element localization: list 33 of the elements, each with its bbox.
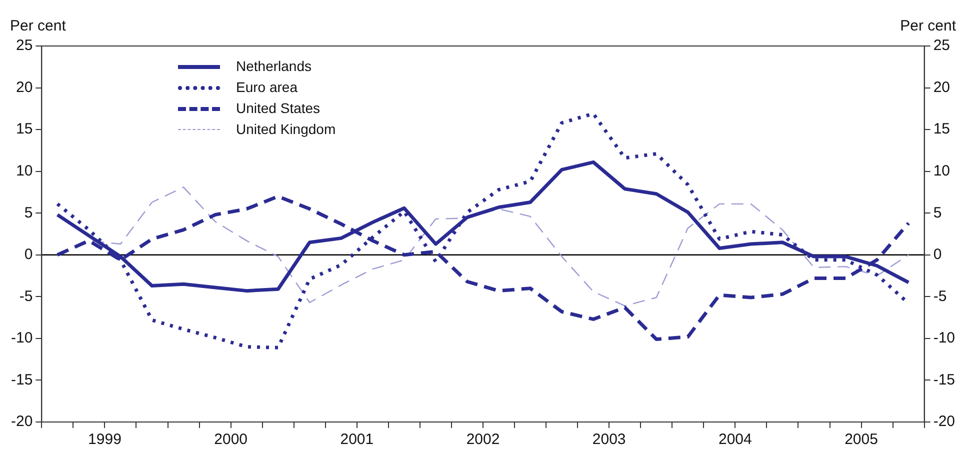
y-tick-label: -15 [10, 371, 33, 388]
y-tick-label: -20 [10, 413, 33, 430]
x-tick-label: 2004 [718, 431, 752, 448]
x-tick-label: 2002 [466, 431, 500, 448]
y2-tick-label: 25 [933, 37, 950, 54]
x-tick-label: 2005 [844, 431, 878, 448]
y2-tick-label: -20 [933, 413, 956, 430]
y-tick-label: 5 [24, 204, 33, 222]
y2-tick-label: 10 [933, 162, 950, 180]
y-tick-label: 15 [16, 120, 33, 138]
x-tick-label: 2000 [214, 431, 248, 448]
x-tick-label: 1999 [88, 431, 122, 448]
y-tick-label: -10 [10, 330, 33, 347]
y-tick-label: 20 [16, 78, 33, 96]
y-tick-label: 25 [16, 37, 33, 54]
legend-label: Euro area [236, 78, 298, 97]
y2-tick-label: -5 [933, 288, 947, 305]
y2-tick-label: -15 [933, 371, 956, 388]
y-tick-label: -5 [19, 288, 33, 305]
x-tick-label: 2003 [592, 431, 626, 448]
y-tick-label: 0 [24, 246, 33, 264]
y2-tick-label: 0 [933, 246, 942, 264]
x-tick-label: 2001 [340, 431, 374, 448]
y2-tick-label: 5 [933, 204, 942, 222]
legend-label: United States [236, 99, 320, 118]
legend-label: Netherlands [236, 57, 312, 76]
y2-axis-title: Per cent [900, 18, 957, 35]
y-tick-label: 10 [16, 162, 33, 180]
y-axis-title: Per cent [10, 18, 67, 35]
y2-tick-label: 15 [933, 120, 950, 138]
legend-label: United Kingdom [236, 120, 336, 139]
y2-tick-label: 20 [933, 78, 950, 96]
y2-tick-label: -10 [933, 330, 956, 347]
